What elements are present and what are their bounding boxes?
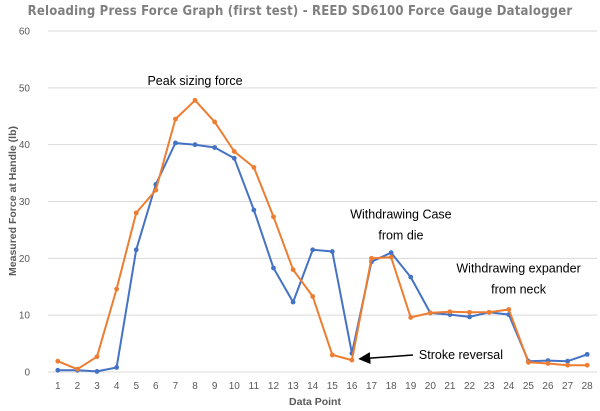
data-point bbox=[565, 358, 570, 364]
annotation: from neck bbox=[491, 283, 547, 297]
data-point bbox=[55, 367, 61, 373]
data-point bbox=[525, 359, 531, 365]
x-tick-label: 6 bbox=[153, 381, 159, 392]
y-axis-title: Measured Force at Handle (lb) bbox=[7, 126, 19, 276]
x-tick-label: 18 bbox=[386, 381, 398, 392]
x-tick-label: 26 bbox=[542, 381, 554, 392]
x-tick-label: 25 bbox=[523, 381, 535, 392]
series-lines bbox=[55, 97, 590, 374]
x-tick-label: 8 bbox=[192, 381, 198, 392]
annotation: Stroke reversal bbox=[419, 348, 503, 362]
x-tick-label: 20 bbox=[425, 381, 437, 392]
x-tick-label: 24 bbox=[503, 381, 515, 392]
data-point bbox=[369, 255, 374, 261]
data-point bbox=[565, 362, 570, 368]
x-tick-label: 10 bbox=[229, 381, 241, 392]
x-tick-label: 14 bbox=[307, 381, 319, 392]
data-point bbox=[447, 309, 453, 315]
data-point bbox=[506, 307, 512, 312]
data-point bbox=[290, 267, 296, 273]
data-point bbox=[94, 369, 100, 374]
data-point bbox=[192, 97, 198, 103]
x-tick-label: 16 bbox=[346, 381, 358, 392]
data-point bbox=[271, 265, 276, 271]
data-point bbox=[173, 116, 178, 122]
data-point bbox=[408, 274, 414, 280]
x-axis-ticks: 1 2 3 4 5 6 7 8 9 10 11 12 13 14 15 16 17 18 19 20 21 22 23 24 2… bbox=[55, 381, 593, 392]
x-tick-label: 3 bbox=[94, 381, 100, 392]
gridlines bbox=[48, 30, 597, 373]
data-point bbox=[75, 366, 80, 372]
data-point bbox=[271, 214, 276, 220]
data-point bbox=[584, 351, 590, 357]
data-point bbox=[231, 155, 237, 161]
data-point bbox=[173, 140, 178, 146]
data-point bbox=[329, 352, 335, 358]
data-point bbox=[388, 250, 394, 256]
data-point bbox=[153, 187, 159, 193]
annotation: from die bbox=[378, 229, 423, 243]
x-tick-label: 7 bbox=[173, 381, 179, 392]
data-point bbox=[349, 357, 355, 363]
data-point bbox=[212, 145, 218, 150]
x-tick-label: 19 bbox=[405, 381, 417, 392]
x-tick-label: 21 bbox=[444, 381, 456, 392]
data-point bbox=[467, 314, 472, 320]
data-point bbox=[584, 362, 590, 368]
y-tick-label: 50 bbox=[19, 83, 31, 94]
series-line-2 bbox=[57, 99, 588, 371]
data-point bbox=[192, 142, 198, 148]
data-point bbox=[486, 309, 492, 315]
data-point bbox=[94, 354, 100, 360]
x-tick-label: 4 bbox=[114, 381, 120, 392]
annotation: Withdrawing expander bbox=[456, 262, 580, 276]
y-tick-label: 0 bbox=[24, 368, 30, 379]
x-tick-label: 17 bbox=[366, 381, 378, 392]
data-point bbox=[290, 299, 296, 305]
data-point bbox=[329, 249, 335, 254]
x-tick-label: 11 bbox=[249, 381, 260, 392]
data-point bbox=[114, 286, 120, 292]
series-line-1 bbox=[57, 142, 588, 373]
chart-title: Reloading Press Force Graph (first test)… bbox=[28, 4, 573, 19]
data-point bbox=[133, 210, 139, 216]
data-point bbox=[231, 149, 237, 154]
x-tick-label: 12 bbox=[268, 381, 280, 392]
y-tick-label: 10 bbox=[19, 311, 31, 322]
data-point bbox=[310, 294, 316, 299]
data-point bbox=[251, 207, 257, 213]
data-point bbox=[545, 361, 551, 366]
data-point bbox=[310, 247, 316, 253]
data-point bbox=[427, 310, 433, 316]
data-point bbox=[114, 365, 120, 370]
data-point bbox=[388, 254, 394, 260]
data-point bbox=[55, 358, 61, 364]
data-point bbox=[133, 247, 139, 253]
x-tick-label: 22 bbox=[464, 381, 476, 392]
y-axis-ticks: 0 10 20 30 40 50 60 bbox=[19, 27, 31, 379]
x-tick-label: 15 bbox=[327, 381, 339, 392]
data-point bbox=[408, 315, 414, 320]
x-tick-label: 28 bbox=[582, 381, 594, 392]
y-tick-label: 60 bbox=[19, 27, 31, 38]
data-point bbox=[251, 165, 257, 170]
x-tick-label: 1 bbox=[55, 381, 61, 392]
x-tick-label: 27 bbox=[562, 381, 574, 392]
data-point bbox=[467, 309, 472, 315]
data-point bbox=[212, 119, 218, 125]
x-tick-label: 2 bbox=[75, 381, 81, 392]
x-tick-label: 13 bbox=[288, 381, 300, 392]
y-tick-label: 20 bbox=[19, 254, 31, 265]
x-tick-label: 9 bbox=[212, 381, 218, 392]
annotations: Peak sizing force Withdrawing Case from di… bbox=[147, 74, 581, 365]
annotation: Peak sizing force bbox=[147, 74, 242, 88]
annotation-arrow bbox=[358, 352, 413, 365]
x-tick-label: 23 bbox=[484, 381, 496, 392]
x-tick-label: 5 bbox=[133, 381, 139, 392]
x-axis-title: Data Point bbox=[289, 396, 341, 408]
annotation: Withdrawing Case bbox=[350, 208, 451, 222]
y-tick-label: 40 bbox=[19, 140, 31, 151]
y-tick-label: 30 bbox=[19, 197, 31, 208]
